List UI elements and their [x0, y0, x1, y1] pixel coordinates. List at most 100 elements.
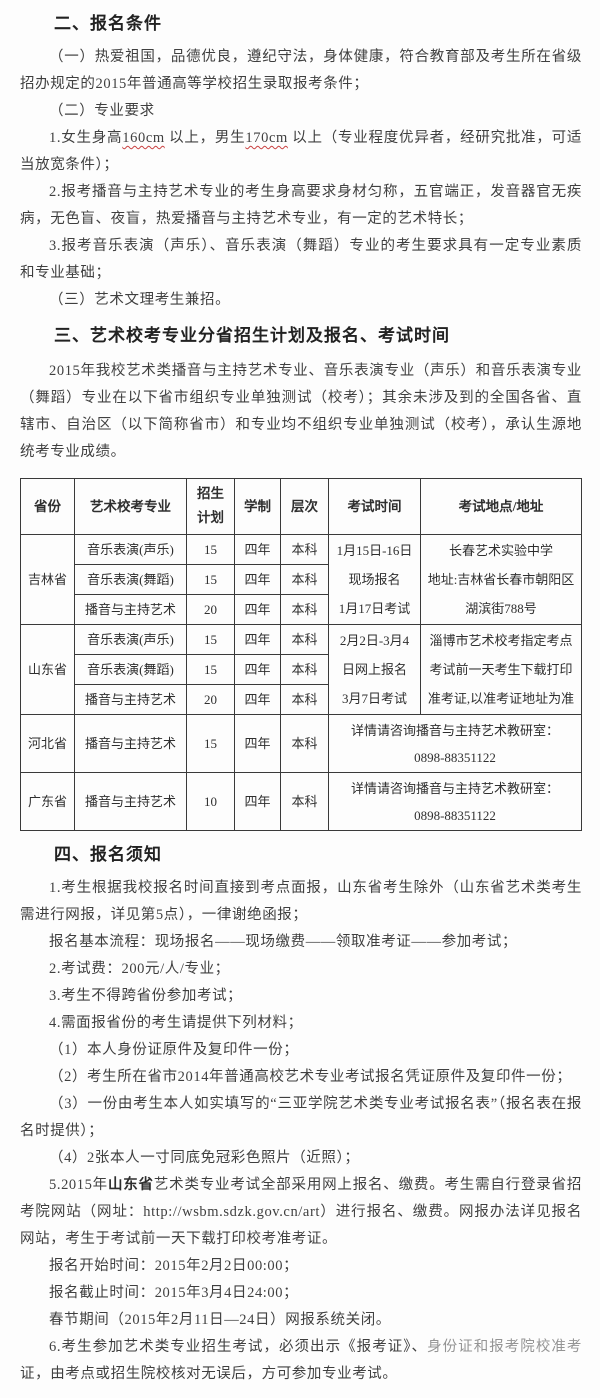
cell-quota: 15 — [186, 564, 235, 595]
para-notice-6: 6.考生参加艺术类专业招生考试，必须出示《报考证》、身份证和报考院校准考证，由考… — [20, 1334, 582, 1388]
cell-province-jilin: 吉林省 — [20, 534, 75, 625]
underlined-height-170: 170cm — [245, 130, 288, 146]
header-exam-location: 考试地点/地址 — [420, 478, 582, 535]
cell-duration: 四年 — [234, 564, 281, 595]
header-quota-label: 招生计划 — [197, 486, 224, 525]
para-notice-4: 4.需面报省份的考生请提供下列材料； — [49, 1015, 303, 1031]
para-notice-material-4: （4）2张本人一寸同底免冠彩色照片（近照）； — [49, 1150, 360, 1166]
cell-duration: 四年 — [234, 624, 281, 655]
exam-time-line: 3月7日考试 — [341, 691, 407, 706]
cell-major: 音乐表演(声乐) — [74, 624, 187, 655]
phone-number: 0898-88351122 — [414, 807, 496, 823]
heading-application-notice: 四、报名须知 — [54, 845, 162, 864]
exam-location-line: 考试前一天考生下载打印 — [429, 662, 573, 677]
para-notice-process: 报名基本流程：现场报名——现场缴费——领取准考证——参加考试； — [49, 934, 518, 950]
table-header-row: 省份 艺术校考专业 招生计划 学制 层次 考试时间 考试地点/地址 — [20, 478, 582, 535]
cell-level: 本科 — [280, 624, 329, 655]
exam-location-line: 准考证,以准考证地址为准 — [427, 691, 575, 706]
cell-quota: 15 — [186, 624, 235, 655]
text-segment: 艺术类专业考试全部采用网上报名、缴费。考生需自行登录省招考院网站（网址：http… — [20, 1177, 582, 1247]
text-segment: 证，由考点或招生院校核对无误后，方可参加专业考试。 — [20, 1366, 398, 1382]
para-notice-material-1: （1）本人身份证原件及复印件一份； — [49, 1042, 299, 1058]
cell-exam-location-shandong: 淄博市艺术校考指定考点 考试前一天考生下载打印 准考证,以准考证地址为准 — [420, 624, 582, 715]
para-broadcast-requirement: 2.报考播音与主持艺术专业的考生身高要求身材匀称，五官端正，发音器官无疾病，无色… — [20, 184, 582, 227]
table-row: 吉林省 音乐表演(声乐) 15 四年 本科 1月15日-16日 现场报名 1月1… — [20, 534, 582, 625]
cell-province-guangdong: 广东省 — [20, 772, 75, 831]
cell-province-hebei: 河北省 — [20, 714, 75, 773]
cell-quota: 10 — [186, 772, 235, 831]
heading-application-conditions: 二、报名条件 — [54, 14, 162, 33]
para-notice-end-time: 报名截止时间：2015年3月4日24:00； — [49, 1285, 299, 1301]
text-segment: 以上，男生 — [164, 130, 246, 146]
cell-contact-guangdong: 详情请咨询播音与主持艺术教研室： 0898-88351122 — [328, 772, 582, 831]
table-row: 播音与主持艺术 20 四年 本科 — [21, 594, 582, 625]
cell-quota: 15 — [186, 714, 235, 773]
province-plan-table: 省份 艺术校考专业 招生计划 学制 层次 考试时间 考试地点/地址 吉林省 音乐… — [20, 478, 582, 831]
exam-location-line: 长春艺术实验中学 — [448, 543, 553, 558]
para-notice-3: 3.考生不得跨省份参加考试； — [49, 988, 243, 1004]
table-row: 广东省 播音与主持艺术 10 四年 本科 详情请咨询播音与主持艺术教研室： 08… — [20, 772, 582, 831]
cell-duration: 四年 — [234, 654, 281, 685]
cell-level: 本科 — [280, 654, 329, 685]
contact-line: 详情请咨询播音与主持艺术教研室： — [350, 780, 559, 796]
table-row: 山东省 音乐表演(声乐) 15 四年 本科 2月2日-3月4 日网上报名 3月7… — [20, 624, 582, 715]
cell-quota: 20 — [186, 594, 235, 625]
cell-quota: 20 — [186, 684, 235, 715]
header-exam-time: 考试时间 — [328, 478, 421, 535]
cell-province-shandong: 山东省 — [20, 624, 75, 715]
cell-duration: 四年 — [234, 534, 281, 565]
exam-location-line: 淄博市艺术校考指定考点 — [429, 633, 573, 648]
cell-level: 本科 — [280, 684, 329, 715]
para-notice-material-2: （2）考生所在省市2014年普通高校艺术专业考试报名凭证原件及复印件一份； — [49, 1069, 572, 1085]
exam-time-line: 现场报名 — [348, 572, 401, 587]
cell-level: 本科 — [280, 564, 329, 595]
para-notice-material-3: （3）一份由考生本人如实填写的“三亚学院艺术类专业考试报名表”（报名表在报名时提… — [20, 1096, 582, 1139]
table-row: 音乐表演(舞蹈) 15 四年 本科 — [21, 564, 582, 595]
exam-time-line: 1月17日考试 — [338, 601, 411, 616]
exam-time-line: 1月15日-16日 — [336, 543, 413, 558]
table-row: 播音与主持艺术 20 四年 本科 — [21, 684, 582, 715]
text-segment: 6.考生参加艺术类专业招生考试，必须出示《报考证》、 — [49, 1339, 428, 1355]
cell-major: 音乐表演(声乐) — [74, 534, 187, 565]
exam-time-line: 日网上报名 — [341, 662, 407, 677]
exam-location-line: 湖滨街788号 — [465, 601, 537, 616]
contact-line: 详情请咨询播音与主持艺术教研室： — [350, 722, 559, 738]
header-duration: 学制 — [234, 478, 281, 535]
para-height-requirement: 1.女生身高160cm 以上，男生170cm 以上（专业程度优异者，经研究批准，… — [20, 125, 582, 179]
cell-major: 播音与主持艺术 — [74, 684, 187, 715]
text-segment: 1.女生身高 — [49, 130, 123, 146]
cell-major: 播音与主持艺术 — [74, 714, 187, 773]
cell-duration: 四年 — [234, 772, 281, 831]
cell-exam-location-jilin: 长春艺术实验中学 地址:吉林省长春市朝阳区 湖滨街788号 — [420, 534, 582, 625]
header-level: 层次 — [280, 478, 329, 535]
cell-level: 本科 — [280, 534, 329, 565]
para-patriotic: （一）热爱祖国，品德优良，遵纪守法，身体健康，符合教育部及考生所在省级招办规定的… — [20, 49, 582, 92]
text-segment: 以上（专业程度优异者，经研究批准，可适当放宽条件）； — [20, 130, 582, 173]
para-plan-intro: 2015年我校艺术类播音与主持艺术专业、音乐表演专业（声乐）和音乐表演专业（舞蹈… — [20, 363, 582, 460]
cell-quota: 15 — [186, 534, 235, 565]
cell-quota: 15 — [186, 654, 235, 685]
exam-location-line: 地址:吉林省长春市朝阳区 — [427, 572, 575, 587]
para-major-requirement: （二）专业要求 — [49, 103, 155, 119]
bold-shandong: 山东省 — [107, 1177, 154, 1193]
para-notice-start-time: 报名开始时间：2015年2月2日00:00； — [49, 1258, 299, 1274]
header-province: 省份 — [20, 478, 75, 535]
underlined-height-160: 160cm — [122, 130, 165, 146]
table-row: 河北省 播音与主持艺术 15 四年 本科 详情请咨询播音与主持艺术教研室： 08… — [20, 714, 582, 773]
cell-level: 本科 — [280, 714, 329, 773]
para-notice-holiday: 春节期间（2015年2月11日—24日）网报系统关闭。 — [49, 1312, 391, 1328]
para-notice-1: 1.考生根据我校报名时间直接到考点面报，山东省考生除外（山东省艺术类考生需进行网… — [20, 880, 582, 923]
cell-level: 本科 — [280, 594, 329, 625]
cell-contact-hebei: 详情请咨询播音与主持艺术教研室： 0898-88351122 — [328, 714, 582, 773]
text-segment: 5.2015年 — [49, 1177, 108, 1193]
heading-exam-plan: 三、艺术校考专业分省招生计划及报名、考试时间 — [54, 326, 450, 345]
para-notice-5: 5.2015年山东省艺术类专业考试全部采用网上报名、缴费。考生需自行登录省招考院… — [20, 1172, 582, 1253]
para-notice-fee: 2.考试费：200元/人/专业； — [49, 961, 230, 977]
cell-duration: 四年 — [234, 684, 281, 715]
cell-exam-time-shandong: 2月2日-3月4 日网上报名 3月7日考试 — [328, 624, 421, 715]
cell-major: 播音与主持艺术 — [74, 772, 187, 831]
cell-major: 音乐表演(舞蹈) — [74, 654, 187, 685]
para-arts-science: （三）艺术文理考生兼招。 — [49, 292, 231, 308]
cell-duration: 四年 — [234, 594, 281, 625]
